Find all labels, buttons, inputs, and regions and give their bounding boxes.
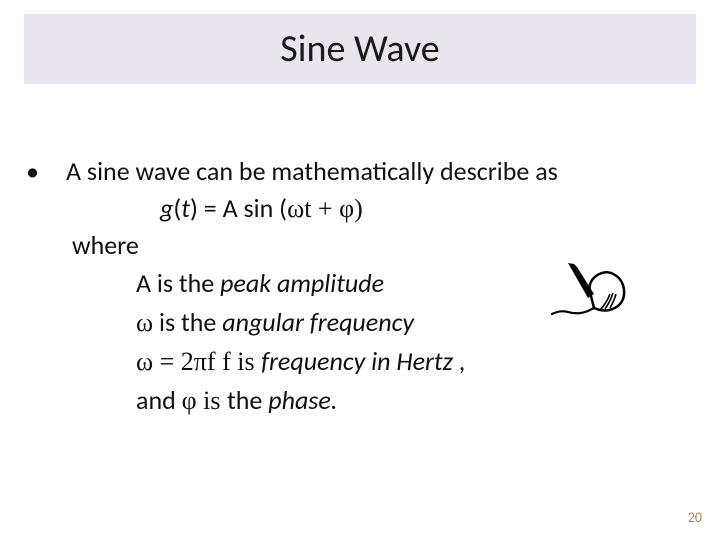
def-phase: and φ is the phase. [40, 382, 680, 419]
bullet-text: A sine wave can be mathematically descri… [66, 155, 558, 187]
def-w2-mid: f is [216, 347, 262, 376]
bullet-dot: • [46, 154, 66, 189]
equation-line: g(t) = A sin (ωt + φ) [40, 191, 680, 226]
pen-writing-icon [550, 260, 634, 320]
def-omega-sym: ω [136, 308, 153, 337]
def-w2-italic: frequency in Hertz [261, 345, 459, 377]
def-phi-italic: phase. [268, 384, 337, 416]
eq-g: g [160, 192, 173, 224]
title-bar: Sine Wave [24, 14, 696, 84]
def-a-prefix: A is the [136, 267, 220, 299]
slide-title: Sine Wave [280, 26, 439, 72]
def-frequency: ω = 2πf f is frequency in Hertz , [40, 343, 680, 380]
def-phi-the: the [227, 384, 268, 416]
eq-mid: ) = A sin ( [190, 192, 287, 224]
def-w2-eq: ω = 2πf [136, 347, 216, 376]
eq-omega: ω [287, 194, 304, 223]
bullet-line: •A sine wave can be mathematically descr… [40, 154, 680, 189]
def-a-italic: peak amplitude [220, 267, 384, 299]
page-number: 20 [688, 509, 702, 526]
where-line: where [40, 228, 680, 263]
eq-t2: t + [304, 194, 339, 223]
eq-t: t [181, 192, 190, 224]
def-phi-and: and [136, 384, 182, 416]
def-phi-sym: φ is [182, 386, 227, 415]
def-omega-mid: is the [153, 306, 222, 338]
def-w2-comma: , [459, 345, 466, 377]
eq-phi: φ) [339, 194, 363, 223]
def-omega-italic: angular frequency [222, 306, 414, 338]
